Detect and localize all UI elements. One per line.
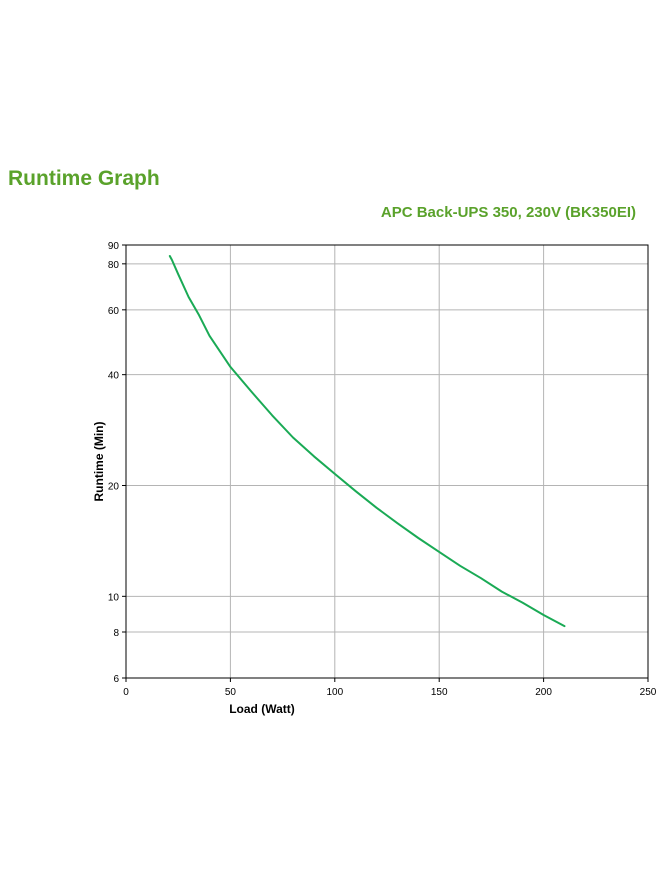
series — [168, 255, 566, 628]
page-title: Runtime Graph — [8, 167, 160, 190]
x-tick-label: 50 — [225, 687, 237, 698]
y-tick-label: 40 — [108, 371, 120, 382]
y-tick-label: 20 — [108, 481, 120, 492]
y-tick-label: 8 — [113, 628, 119, 639]
x-tick-label: 200 — [535, 687, 552, 698]
x-tick-label: 100 — [326, 687, 343, 698]
x-tick-label: 250 — [640, 687, 657, 698]
plot-area — [125, 244, 649, 679]
x-axis-label: Load (Watt) — [229, 702, 295, 716]
x-axis: 0 50 100 150 200 250 — [123, 678, 657, 698]
chart-title: APC Back-UPS 350, 230V (BK350EI) — [380, 204, 636, 221]
y-axis-label: Runtime (Min) — [92, 422, 106, 502]
x-tick-label: 150 — [431, 687, 448, 698]
y-tick-label: 60 — [108, 306, 120, 317]
x-tick-label: 0 — [123, 687, 129, 698]
y-tick-label: 90 — [108, 241, 120, 252]
y-axis: 6 8 10 20 40 60 80 90 — [108, 241, 126, 685]
runtime-series-line — [168, 255, 566, 628]
grid — [126, 245, 648, 678]
y-tick-label: 10 — [108, 592, 120, 603]
y-tick-label: 6 — [113, 674, 119, 685]
y-tick-label: 80 — [108, 260, 120, 271]
